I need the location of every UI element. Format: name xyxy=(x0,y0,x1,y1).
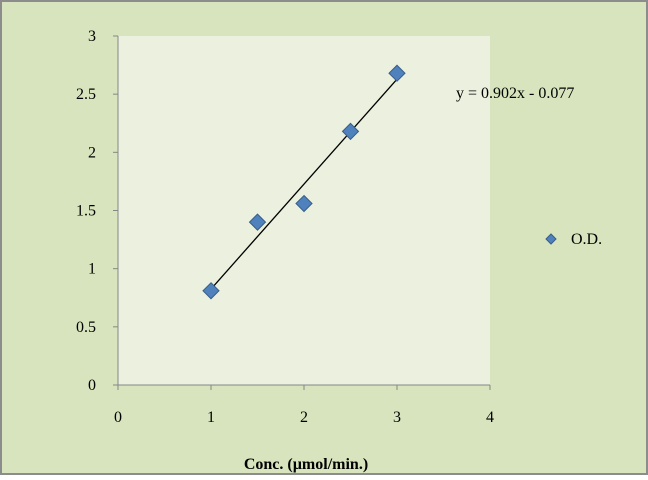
trendline-equation: y = 0.902x - 0.077 xyxy=(456,85,574,102)
legend-marker-od xyxy=(545,233,557,245)
x-tick-label: 3 xyxy=(393,409,401,426)
legend-label-od: O.D. xyxy=(571,231,602,248)
y-axis-ticks: 0 0.5 1 1.5 2 2.5 3 xyxy=(76,28,118,394)
data-points xyxy=(202,64,406,300)
data-point xyxy=(202,282,220,300)
data-point xyxy=(341,122,360,141)
y-tick-label: 3 xyxy=(88,28,96,45)
linear-trendline xyxy=(210,78,398,290)
x-tick-label: 0 xyxy=(114,409,122,426)
x-tick-label: 4 xyxy=(486,409,494,426)
y-tick-label: 2 xyxy=(88,144,96,161)
x-tick-label: 1 xyxy=(207,409,215,426)
data-point xyxy=(248,213,267,231)
x-axis-title: Conc. (µmol/min.) xyxy=(244,456,368,473)
data-point xyxy=(388,64,406,82)
x-axis-ticks: 0 1 2 3 4 xyxy=(114,385,494,426)
y-tick-label: 0 xyxy=(88,377,96,394)
trendline-group xyxy=(210,78,398,290)
y-tick-label: 1 xyxy=(88,261,96,278)
data-point xyxy=(295,194,313,213)
y-tick-label: 2.5 xyxy=(76,86,96,103)
y-tick-label: 1.5 xyxy=(76,203,96,220)
x-tick-label: 2 xyxy=(300,409,308,426)
legend: O.D. xyxy=(545,231,602,248)
y-tick-label: 0.5 xyxy=(76,319,96,336)
